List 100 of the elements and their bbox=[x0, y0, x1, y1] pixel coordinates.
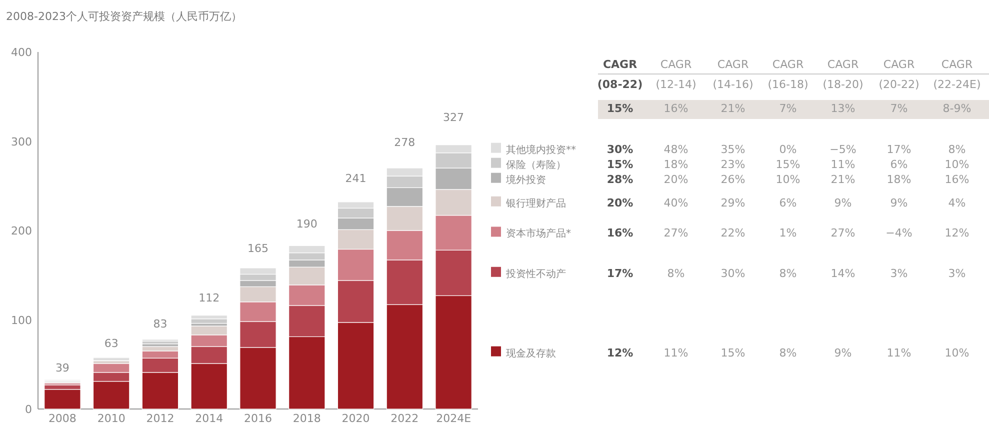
text: 13% bbox=[830, 102, 856, 115]
text: 18% bbox=[886, 172, 912, 186]
text: 15% bbox=[776, 158, 800, 171]
x-tick-label: 2018 bbox=[292, 412, 321, 423]
text: 30% bbox=[606, 142, 634, 156]
text: 21% bbox=[830, 172, 856, 186]
text: 22% bbox=[720, 226, 746, 240]
text: CAGR bbox=[772, 58, 804, 71]
text: 16% bbox=[606, 226, 634, 240]
annotation: 241 bbox=[345, 172, 366, 185]
bar bbox=[44, 389, 81, 410]
text: −5% bbox=[830, 142, 856, 156]
text: 27% bbox=[830, 226, 856, 240]
text: 9% bbox=[834, 196, 852, 210]
text: 16% bbox=[664, 102, 688, 115]
x-tick-label: 2016 bbox=[244, 412, 272, 423]
text: 10% bbox=[944, 346, 970, 360]
legend-label: 现金及存款 bbox=[506, 347, 556, 360]
text: 8% bbox=[948, 142, 966, 156]
text: 12% bbox=[606, 346, 634, 360]
legend-label: 境外投资 bbox=[505, 174, 546, 186]
text: 10% bbox=[944, 158, 970, 171]
annotation: 327 bbox=[443, 110, 464, 124]
text: 9% bbox=[834, 346, 852, 360]
text: CAGR bbox=[717, 58, 749, 71]
text: 14% bbox=[830, 266, 856, 280]
text: 17% bbox=[606, 266, 634, 280]
text: 48% bbox=[664, 142, 688, 156]
text: CAGR bbox=[660, 58, 692, 71]
text: 17% bbox=[886, 142, 912, 156]
text: 27% bbox=[664, 226, 688, 240]
text: 20% bbox=[606, 196, 634, 210]
y-tick-label: 300 bbox=[11, 135, 32, 148]
text: 12% bbox=[944, 226, 970, 240]
chart-title: 2008-2023个人可投资资产规模（人民币万亿） bbox=[6, 10, 242, 23]
annotation: 190 bbox=[296, 218, 318, 231]
x-tick-label: 2024E bbox=[436, 412, 472, 423]
text: 7% bbox=[890, 102, 908, 115]
text: CAGR bbox=[941, 58, 973, 71]
legend-label: 投资性不动产 bbox=[505, 268, 566, 280]
text: (16-18) bbox=[768, 78, 808, 91]
text: 4% bbox=[948, 196, 966, 210]
x-tick-label: 2010 bbox=[97, 412, 126, 423]
text: 6% bbox=[779, 196, 797, 210]
y-tick-label: 400 bbox=[11, 46, 32, 59]
legend-label: 其他境内投资** bbox=[506, 144, 576, 156]
text: 40% bbox=[664, 196, 688, 210]
text: CAGR bbox=[883, 58, 915, 71]
text: 23% bbox=[720, 158, 746, 171]
text: (12-14) bbox=[656, 78, 696, 91]
legend-label: 银行理财产品 bbox=[505, 197, 566, 210]
text: 16% bbox=[944, 172, 970, 186]
text: 11% bbox=[886, 346, 912, 360]
text: 9% bbox=[890, 196, 908, 210]
text: 6% bbox=[890, 158, 908, 171]
annotation: 83 bbox=[153, 317, 168, 330]
text: CAGR bbox=[602, 58, 638, 71]
x-tick-label: 2022 bbox=[390, 412, 419, 423]
text: 21% bbox=[720, 102, 746, 115]
annotation: 63 bbox=[104, 337, 118, 350]
bar bbox=[190, 314, 228, 320]
text: 11% bbox=[664, 346, 688, 360]
text: (22-24E) bbox=[933, 78, 981, 91]
text: 1% bbox=[779, 226, 797, 240]
annotation: 165 bbox=[248, 242, 268, 255]
text: 8% bbox=[779, 346, 797, 360]
text: 20% bbox=[664, 172, 688, 186]
x-tick-label: 2012 bbox=[146, 412, 174, 423]
text: 15% bbox=[720, 346, 746, 360]
y-tick-label: 100 bbox=[11, 314, 32, 327]
x-tick-label: 2020 bbox=[342, 412, 370, 423]
text: 26% bbox=[720, 172, 746, 186]
x-tick-label: 2014 bbox=[195, 412, 224, 423]
text: 15% bbox=[606, 158, 634, 171]
text: 3% bbox=[890, 266, 908, 280]
y-tick-label: 0 bbox=[25, 403, 32, 416]
text: 10% bbox=[776, 172, 800, 186]
x-tick-label: 2008 bbox=[48, 412, 76, 423]
text: 3% bbox=[948, 266, 966, 280]
y-tick-label: 200 bbox=[11, 224, 32, 238]
bar bbox=[190, 318, 228, 324]
text: 8% bbox=[667, 266, 685, 280]
annotation: 112 bbox=[198, 291, 220, 304]
text: 11% bbox=[830, 158, 856, 171]
annotation: 39 bbox=[55, 362, 70, 375]
text: 18% bbox=[664, 158, 688, 171]
text: (08-22) bbox=[597, 78, 643, 91]
text: (14-16) bbox=[712, 78, 754, 91]
text: 29% bbox=[720, 196, 746, 210]
text: 35% bbox=[720, 142, 746, 156]
text: −4% bbox=[886, 226, 912, 240]
legend-label: 资本市场产品* bbox=[506, 228, 571, 240]
text: 30% bbox=[720, 266, 746, 280]
text: (18-20) bbox=[822, 78, 864, 91]
text: 0% bbox=[779, 142, 797, 156]
text: 15% bbox=[606, 102, 634, 115]
text: (20-22) bbox=[878, 78, 920, 91]
annotation: 278 bbox=[394, 136, 416, 150]
legend-label: 保险（寿险） bbox=[506, 158, 566, 171]
text: CAGR bbox=[827, 58, 859, 71]
